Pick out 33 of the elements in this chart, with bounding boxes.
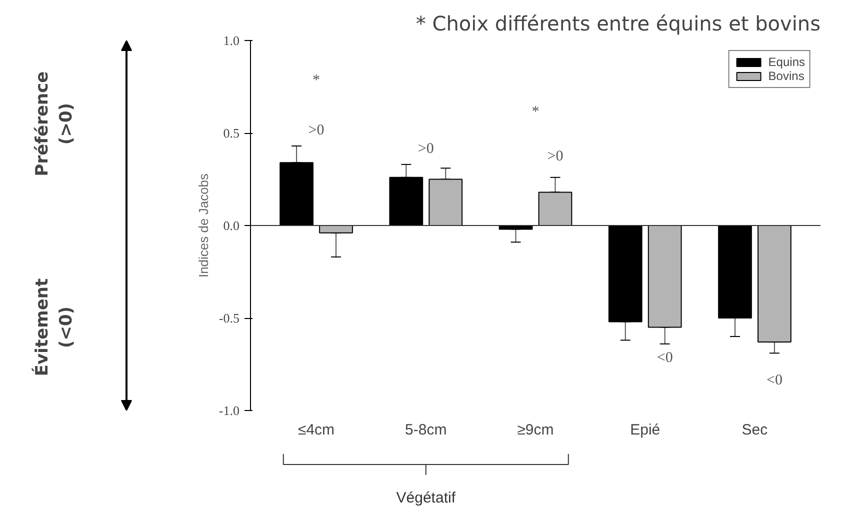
x-tick-label: Epié [630,422,660,438]
y-tick-label: -0.5 [218,310,240,326]
bar [428,178,463,226]
x-tick-label: 5-8cm [405,422,447,438]
x-tick-label: Sec [742,422,768,438]
x-tick-label: ≤4cm [298,422,335,438]
bar [648,225,682,328]
legend-label: Bovins [768,69,804,83]
y-tick-label: -1.0 [218,403,240,418]
y-tick-label: 0.0 [223,218,240,233]
bar [758,225,792,343]
bar [389,176,424,226]
annotation: <0 [766,372,782,388]
annotation: >0 [418,141,434,158]
annotation: * [532,104,540,120]
text: Évitement (<0) [32,278,76,376]
bar [608,225,642,322]
bar [718,225,752,318]
bar [319,225,353,234]
annotation: * [312,72,320,89]
annotation: >0 [308,122,324,139]
y-tick-label: 1.0 [223,33,240,48]
chart-title: * Choix différents entre équins et bovins [416,12,821,36]
legend-label: Equins [768,55,805,69]
annotation: >0 [547,148,564,164]
y-tick-label: 0.5 [223,126,240,140]
text: Préférence (>0) [32,71,76,176]
x-tick-label: ≥9cm [517,422,554,438]
bar [538,192,572,226]
y-axis-title: Indices de Jacobs [196,172,211,278]
text: Végétatif [396,490,456,506]
annotation: <0 [656,350,673,366]
bar [280,162,314,226]
